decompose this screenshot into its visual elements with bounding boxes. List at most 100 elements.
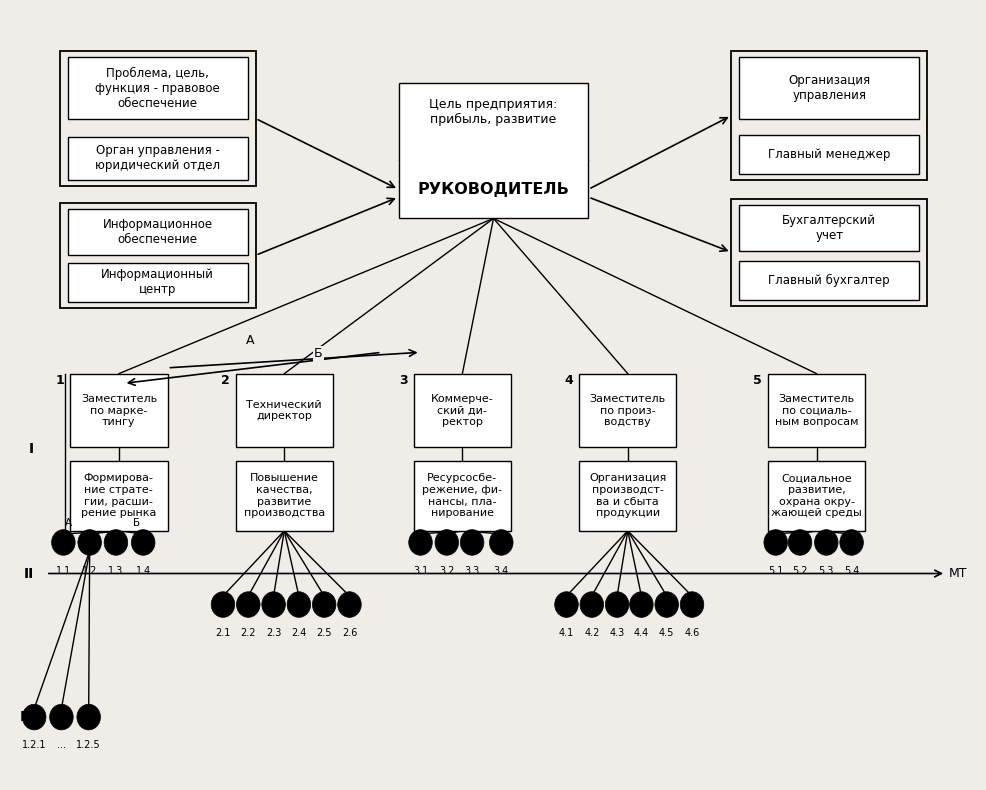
Ellipse shape xyxy=(435,529,458,555)
Text: Ресурсосбе-
режение, фи-
нансы, пла-
нирование: Ресурсосбе- режение, фи- нансы, пла- нир… xyxy=(422,473,502,518)
Ellipse shape xyxy=(313,592,335,617)
FancyBboxPatch shape xyxy=(68,58,247,119)
Text: ...: ... xyxy=(57,740,66,750)
Text: Информационное
обеспечение: Информационное обеспечение xyxy=(103,218,213,246)
Ellipse shape xyxy=(105,529,127,555)
Text: 5.4: 5.4 xyxy=(843,566,859,576)
Text: Цель предприятия:
прибыль, развитие: Цель предприятия: прибыль, развитие xyxy=(429,98,557,126)
Ellipse shape xyxy=(679,592,703,617)
FancyBboxPatch shape xyxy=(739,261,918,299)
Text: 1.2.5: 1.2.5 xyxy=(76,740,101,750)
Ellipse shape xyxy=(237,592,259,617)
Text: 5: 5 xyxy=(752,374,761,386)
FancyBboxPatch shape xyxy=(68,209,247,255)
Text: 4.5: 4.5 xyxy=(659,628,673,638)
Text: 2.1: 2.1 xyxy=(215,628,231,638)
Text: 1.1: 1.1 xyxy=(55,566,71,576)
Text: 5.3: 5.3 xyxy=(817,566,833,576)
Ellipse shape xyxy=(131,529,155,555)
Text: Бухгалтерский
учет: Бухгалтерский учет xyxy=(782,214,876,243)
Text: II: II xyxy=(25,566,35,581)
Ellipse shape xyxy=(337,592,361,617)
Text: 1.2.1: 1.2.1 xyxy=(22,740,46,750)
FancyBboxPatch shape xyxy=(70,461,168,531)
FancyBboxPatch shape xyxy=(413,461,511,531)
Ellipse shape xyxy=(763,529,787,555)
Text: 2: 2 xyxy=(221,374,230,386)
Text: Социальное
развитие,
охрана окру-
жающей среды: Социальное развитие, охрана окру- жающей… xyxy=(770,473,861,518)
FancyBboxPatch shape xyxy=(70,374,168,447)
FancyBboxPatch shape xyxy=(739,135,918,174)
FancyBboxPatch shape xyxy=(767,374,865,447)
Ellipse shape xyxy=(261,592,285,617)
Text: Повышение
качества,
развитие
производства: Повышение качества, развитие производств… xyxy=(244,473,324,518)
FancyBboxPatch shape xyxy=(579,374,675,447)
Text: 3.4: 3.4 xyxy=(493,566,509,576)
FancyBboxPatch shape xyxy=(68,263,247,302)
Text: Б: Б xyxy=(314,348,322,360)
Ellipse shape xyxy=(655,592,677,617)
Text: Проблема, цель,
функция - правовое
обеспечение: Проблема, цель, функция - правовое обесп… xyxy=(96,67,220,110)
Text: 4.3: 4.3 xyxy=(608,628,624,638)
Text: МТ: МТ xyxy=(948,567,966,580)
Ellipse shape xyxy=(408,529,432,555)
Text: Главный менеджер: Главный менеджер xyxy=(767,148,889,161)
Text: А: А xyxy=(246,334,254,347)
Text: 1.4: 1.4 xyxy=(135,566,151,576)
Text: I: I xyxy=(29,442,34,457)
Text: III: III xyxy=(20,710,35,724)
Text: 1.3: 1.3 xyxy=(108,566,123,576)
Text: 2.6: 2.6 xyxy=(341,628,357,638)
Ellipse shape xyxy=(23,704,46,730)
Ellipse shape xyxy=(839,529,863,555)
Ellipse shape xyxy=(629,592,653,617)
FancyBboxPatch shape xyxy=(398,83,588,218)
Ellipse shape xyxy=(489,529,513,555)
FancyBboxPatch shape xyxy=(767,461,865,531)
Text: Формирова-
ние страте-
гии, расши-
рение рынка: Формирова- ние страте- гии, расши- рение… xyxy=(81,473,157,518)
Ellipse shape xyxy=(788,529,810,555)
Text: 5.2: 5.2 xyxy=(792,566,807,576)
Ellipse shape xyxy=(77,704,101,730)
Text: 3.1: 3.1 xyxy=(412,566,428,576)
FancyBboxPatch shape xyxy=(739,205,918,251)
Text: Организация
производст-
ва и сбыта
продукции: Организация производст- ва и сбыта проду… xyxy=(589,473,666,518)
Text: 4.4: 4.4 xyxy=(633,628,649,638)
Text: 2.3: 2.3 xyxy=(265,628,281,638)
Text: Орган управления -
юридический отдел: Орган управления - юридический отдел xyxy=(95,145,220,172)
Text: Заместитель
по социаль-
ным вопросам: Заместитель по социаль- ным вопросам xyxy=(774,394,858,427)
FancyBboxPatch shape xyxy=(68,137,247,179)
Text: Главный бухгалтер: Главный бухгалтер xyxy=(768,273,889,287)
Text: РУКОВОДИТЕЛЬ: РУКОВОДИТЕЛЬ xyxy=(417,182,569,197)
FancyBboxPatch shape xyxy=(739,58,918,119)
Ellipse shape xyxy=(78,529,102,555)
FancyBboxPatch shape xyxy=(236,374,332,447)
Text: Заместитель
по марке-
тингу: Заместитель по марке- тингу xyxy=(81,394,157,427)
Ellipse shape xyxy=(49,704,73,730)
Text: Технический
директор: Технический директор xyxy=(246,400,321,421)
Ellipse shape xyxy=(554,592,578,617)
Text: 4.6: 4.6 xyxy=(683,628,699,638)
FancyBboxPatch shape xyxy=(413,374,511,447)
Ellipse shape xyxy=(51,529,75,555)
Text: А: А xyxy=(65,518,72,529)
Text: 3: 3 xyxy=(398,374,407,386)
FancyBboxPatch shape xyxy=(236,461,332,531)
Text: 4.1: 4.1 xyxy=(558,628,574,638)
Text: Коммерче-
ский ди-
ректор: Коммерче- ский ди- ректор xyxy=(431,394,493,427)
Text: 5.1: 5.1 xyxy=(767,566,783,576)
FancyBboxPatch shape xyxy=(579,461,675,531)
Text: Заместитель
по произ-
водству: Заместитель по произ- водству xyxy=(589,394,666,427)
Text: 2.5: 2.5 xyxy=(317,628,331,638)
Text: 2.2: 2.2 xyxy=(241,628,255,638)
Text: 1.2: 1.2 xyxy=(82,566,98,576)
Ellipse shape xyxy=(604,592,628,617)
Text: 4.2: 4.2 xyxy=(584,628,599,638)
Ellipse shape xyxy=(813,529,837,555)
Ellipse shape xyxy=(459,529,483,555)
Ellipse shape xyxy=(287,592,311,617)
Ellipse shape xyxy=(211,592,235,617)
Text: 3.3: 3.3 xyxy=(464,566,479,576)
Text: Информационный
центр: Информационный центр xyxy=(102,269,214,296)
Text: Организация
управления: Организация управления xyxy=(788,74,870,103)
